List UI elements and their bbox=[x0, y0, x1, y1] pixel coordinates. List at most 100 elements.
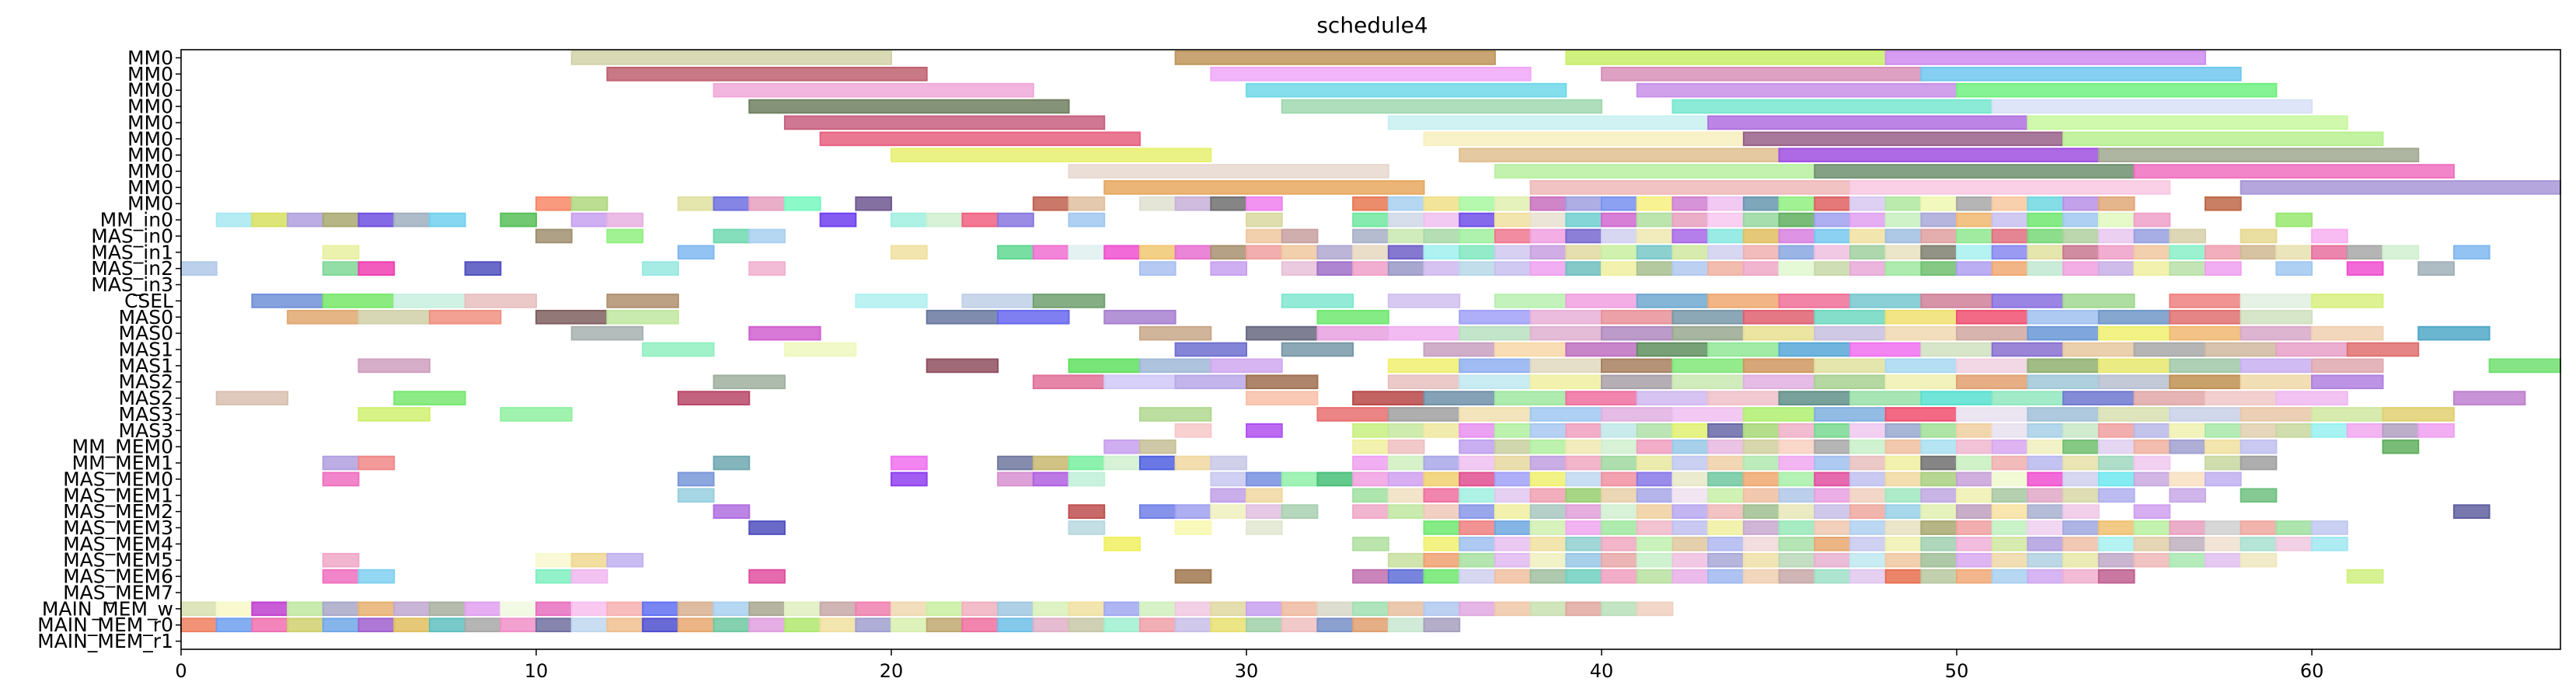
task-bar bbox=[1387, 228, 1425, 244]
task-bar bbox=[1991, 471, 2029, 487]
task-bar bbox=[357, 569, 396, 584]
task-bar bbox=[1387, 488, 1425, 503]
task-bar bbox=[1884, 569, 1922, 584]
task-bar bbox=[357, 212, 396, 228]
task-bar bbox=[2382, 245, 2420, 260]
task-bar bbox=[428, 309, 502, 325]
task-bar bbox=[1352, 488, 1389, 503]
task-bar bbox=[1210, 66, 1532, 82]
task-bar bbox=[1246, 212, 1283, 228]
task-bar bbox=[1032, 374, 1106, 390]
task-bar bbox=[1742, 520, 1780, 535]
task-bar bbox=[1459, 601, 1496, 617]
task-bar bbox=[1814, 439, 1851, 454]
task-bar bbox=[1849, 552, 1887, 568]
task-bar bbox=[322, 601, 360, 617]
task-bar bbox=[1423, 196, 1461, 211]
task-bar bbox=[251, 294, 324, 308]
task-bar bbox=[1920, 391, 1993, 405]
task-bar bbox=[2097, 552, 2135, 568]
task-bar bbox=[1636, 342, 1710, 357]
y-tick-label: MAS3 bbox=[119, 419, 173, 442]
task-bar bbox=[1281, 504, 1319, 519]
task-bar bbox=[1884, 358, 1958, 374]
task-bar bbox=[1671, 488, 1710, 503]
task-bar bbox=[1707, 342, 1780, 357]
task-bar bbox=[1352, 537, 1389, 551]
task-bar bbox=[1494, 488, 1532, 503]
task-bar bbox=[1032, 601, 1070, 617]
task-bar bbox=[2240, 520, 2278, 535]
task-bar bbox=[1387, 455, 1425, 471]
task-bar bbox=[713, 196, 751, 211]
task-bar bbox=[1920, 196, 1958, 211]
task-bar bbox=[1991, 455, 2029, 471]
task-bar bbox=[1991, 342, 2065, 357]
task-bar bbox=[2133, 439, 2171, 454]
task-bar bbox=[2311, 520, 2348, 535]
y-tick-label: MM_MEM0 bbox=[72, 436, 173, 458]
task-bar bbox=[1849, 228, 1887, 244]
y-tick-label: MAS_MEM4 bbox=[63, 533, 173, 555]
task-bar bbox=[642, 342, 715, 357]
task-bar bbox=[1707, 520, 1745, 535]
task-bar bbox=[1920, 342, 1993, 357]
task-bar bbox=[1707, 471, 1745, 487]
task-bar bbox=[428, 601, 466, 617]
y-tick-label: MAS_MEM6 bbox=[63, 565, 173, 588]
task-bar bbox=[1529, 537, 1567, 551]
task-bar bbox=[783, 342, 857, 357]
task-bar bbox=[2097, 455, 2135, 471]
task-bar bbox=[1281, 617, 1319, 633]
task-bar bbox=[1246, 423, 1283, 438]
task-bar bbox=[1849, 455, 1887, 471]
task-bar bbox=[1246, 374, 1319, 390]
task-bar bbox=[2204, 245, 2242, 260]
task-bar bbox=[1494, 423, 1532, 438]
y-tick-label: MAS3 bbox=[119, 403, 173, 426]
task-bar bbox=[1529, 504, 1567, 519]
task-bar bbox=[500, 407, 573, 422]
task-bar bbox=[251, 617, 289, 633]
task-bar bbox=[997, 245, 1034, 260]
task-bar bbox=[2027, 455, 2065, 471]
task-bar bbox=[1742, 212, 1780, 228]
task-bar bbox=[570, 552, 608, 568]
y-tick-label: MAS0 bbox=[119, 306, 173, 329]
task-bar bbox=[606, 617, 644, 633]
task-bar bbox=[1459, 471, 1496, 487]
task-bar bbox=[1742, 245, 1780, 260]
task-bar bbox=[1884, 455, 1922, 471]
y-tick-label: MAS0 bbox=[119, 322, 173, 345]
task-bar bbox=[1352, 212, 1389, 228]
task-bar bbox=[1459, 196, 1496, 211]
task-bar bbox=[1068, 212, 1106, 228]
task-bar bbox=[1636, 245, 1674, 260]
task-bar bbox=[2240, 537, 2278, 551]
task-bar bbox=[1210, 471, 1248, 487]
task-bar bbox=[1246, 245, 1283, 260]
task-bar bbox=[2452, 391, 2526, 405]
task-bar bbox=[2027, 569, 2065, 584]
task-bar bbox=[1387, 552, 1425, 568]
task-bar bbox=[713, 374, 786, 390]
task-bar bbox=[677, 245, 715, 260]
task-bar bbox=[393, 294, 466, 308]
task-bar bbox=[1884, 212, 1922, 228]
task-bar bbox=[2097, 212, 2135, 228]
task-bar bbox=[1601, 439, 1638, 454]
task-bar bbox=[1742, 196, 1780, 211]
task-bar bbox=[1494, 228, 1532, 244]
task-bar bbox=[1174, 617, 1212, 633]
task-bar bbox=[2240, 325, 2313, 341]
task-bar bbox=[2097, 325, 2171, 341]
task-bar bbox=[1387, 212, 1425, 228]
task-bar bbox=[1174, 569, 1212, 584]
task-bar bbox=[1778, 569, 1816, 584]
task-bar bbox=[961, 294, 1034, 308]
task-bar bbox=[251, 601, 289, 617]
y-tick-label: MM0 bbox=[127, 96, 173, 118]
x-axis: 0 10 20 30 40 50 60 bbox=[175, 649, 2323, 682]
task-bar bbox=[2097, 488, 2135, 503]
task-bar bbox=[677, 196, 715, 211]
